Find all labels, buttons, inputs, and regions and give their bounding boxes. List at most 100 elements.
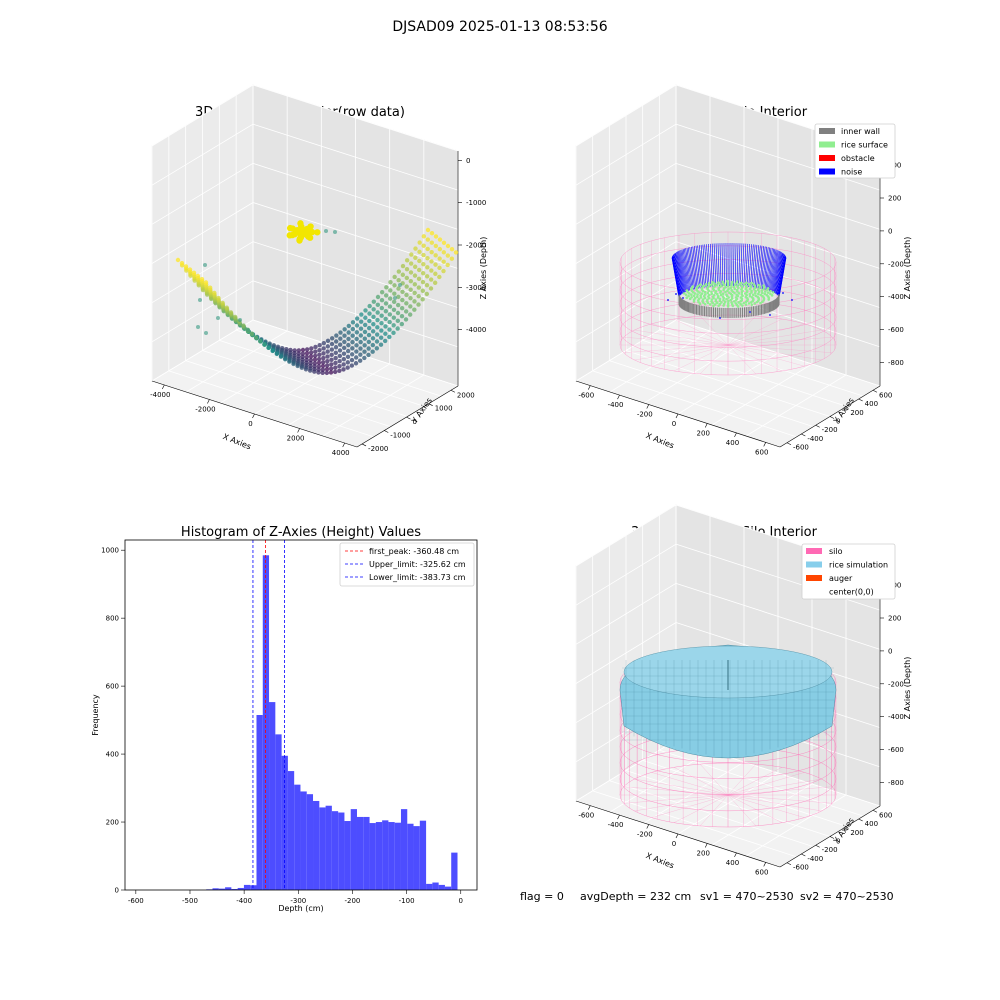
legend-label: auger bbox=[829, 574, 853, 583]
classify-x-tick: 200 bbox=[697, 429, 710, 437]
rice-surface-point bbox=[757, 283, 761, 287]
raw-point bbox=[313, 349, 318, 354]
raw-point bbox=[412, 282, 418, 287]
gridline bbox=[659, 749, 864, 817]
silo-wire-spoke bbox=[727, 344, 783, 372]
legend-frame bbox=[801, 543, 896, 600]
classify-x-tick: 400 bbox=[726, 439, 739, 447]
simulation-z-tick: -200 bbox=[888, 680, 904, 688]
raw-point bbox=[321, 340, 327, 346]
raw-point bbox=[350, 333, 355, 338]
raw-point bbox=[412, 290, 417, 296]
classify-x-tick: 0 bbox=[672, 420, 676, 428]
noise-point bbox=[777, 254, 785, 296]
raw-point bbox=[383, 309, 389, 314]
rice-surface-point bbox=[711, 301, 715, 305]
raw-point bbox=[395, 302, 401, 308]
raw-point bbox=[433, 253, 438, 258]
classify-y-tick: 600 bbox=[879, 391, 892, 399]
rice-surface-point bbox=[757, 290, 761, 294]
raw-z-tick: -1000 bbox=[466, 199, 486, 207]
raw-point bbox=[354, 343, 359, 348]
histogram-y-tick: 800 bbox=[106, 615, 119, 623]
silo-wire-spoke bbox=[727, 794, 757, 827]
simulation-x-tick: -600 bbox=[578, 812, 594, 820]
simulation-y-tick: 0 bbox=[836, 838, 840, 846]
silo-wire-spoke bbox=[727, 794, 783, 823]
rice-surface-point bbox=[727, 299, 730, 303]
raw-point bbox=[345, 348, 351, 354]
rice-surface-point bbox=[747, 302, 751, 305]
rice-surface-point bbox=[747, 282, 751, 286]
rice-surface-point bbox=[693, 292, 697, 295]
simulation-y-tick-mark bbox=[801, 853, 806, 857]
raw-point bbox=[404, 267, 410, 272]
noise-point bbox=[769, 314, 771, 316]
raw-point bbox=[396, 286, 401, 291]
rice-surface-point bbox=[699, 294, 702, 297]
histogram-y-axis-label: Frequency bbox=[91, 694, 100, 736]
raw-point bbox=[358, 352, 363, 357]
noise-point bbox=[775, 252, 783, 294]
noise-point bbox=[682, 297, 684, 299]
histogram-legend: first_peak: -360.48 cm Upper_limit: -325.… bbox=[339, 542, 475, 587]
raw-point bbox=[224, 305, 230, 310]
rice-surface-point bbox=[698, 302, 702, 306]
raw-point bbox=[320, 363, 326, 369]
raw-point bbox=[328, 366, 334, 371]
noise-point bbox=[723, 243, 725, 287]
raw-point bbox=[307, 223, 314, 230]
raw-point bbox=[346, 330, 351, 335]
noise-point bbox=[741, 243, 745, 287]
rice-surface-point bbox=[731, 304, 735, 308]
raw-point bbox=[453, 250, 459, 255]
raw-point bbox=[370, 349, 375, 354]
raw-point bbox=[337, 342, 343, 347]
histogram-x-tick: -100 bbox=[399, 897, 415, 905]
raw-point bbox=[375, 317, 380, 323]
noise-point bbox=[719, 317, 721, 319]
raw-point bbox=[407, 312, 413, 317]
classify-x-tick: -400 bbox=[608, 401, 624, 409]
raw-z-tick: -4000 bbox=[466, 326, 486, 334]
rice-surface-point bbox=[766, 291, 770, 294]
raw-point bbox=[362, 343, 367, 348]
noise-point bbox=[791, 299, 793, 301]
classify-y-tick: -600 bbox=[793, 444, 809, 452]
raw-point bbox=[312, 361, 318, 366]
simulation-x-tick-mark bbox=[675, 833, 679, 839]
panel-classify: 3D classify of Silo Interior -600-400-20… bbox=[575, 84, 912, 456]
noise-point bbox=[736, 243, 739, 287]
simulation-y-tick-mark bbox=[829, 836, 835, 839]
histogram-bar bbox=[444, 886, 452, 890]
raw-point bbox=[388, 288, 393, 293]
noise-point bbox=[770, 249, 778, 292]
raw-point bbox=[329, 362, 334, 367]
rice-surface-point bbox=[737, 292, 741, 295]
raw-point bbox=[425, 227, 431, 233]
raw-point bbox=[399, 321, 405, 327]
raw-point bbox=[354, 349, 359, 354]
histogram-x-tick: -200 bbox=[345, 897, 361, 905]
rice-surface-point bbox=[719, 289, 723, 293]
raw-point bbox=[329, 352, 334, 358]
raw-point bbox=[404, 275, 410, 281]
noise-point bbox=[763, 247, 769, 290]
raw-point bbox=[314, 229, 321, 236]
noise-point bbox=[675, 252, 684, 294]
silo-wire-spoke bbox=[727, 767, 783, 796]
raw-point bbox=[349, 357, 355, 363]
raw-point bbox=[378, 342, 384, 347]
noise-point bbox=[689, 247, 695, 290]
silo-wire-spoke bbox=[634, 778, 729, 796]
rice-surface-point bbox=[726, 305, 730, 308]
raw-point bbox=[387, 296, 393, 301]
rice-surface-point bbox=[739, 300, 743, 303]
silo-wire-spoke bbox=[673, 767, 729, 796]
raw-point bbox=[350, 346, 355, 351]
simulation-legend: silo rice simulation auger center(0,0) bbox=[801, 543, 896, 600]
raw-point bbox=[337, 368, 342, 374]
noise-point bbox=[692, 246, 698, 289]
noise-point bbox=[717, 243, 720, 287]
raw-point bbox=[408, 295, 413, 301]
